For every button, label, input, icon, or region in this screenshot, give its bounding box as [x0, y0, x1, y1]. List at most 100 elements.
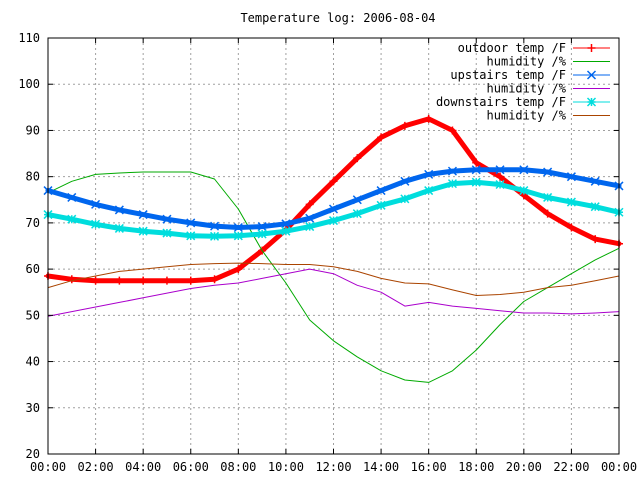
data-point — [519, 165, 529, 175]
data-point — [566, 172, 576, 182]
data-point — [543, 209, 552, 218]
data-point — [162, 214, 172, 224]
data-point — [495, 165, 505, 175]
data-point — [472, 158, 481, 167]
x-tick-label: 06:00 — [173, 460, 209, 474]
data-point — [186, 231, 196, 241]
series-line — [47, 262, 620, 296]
legend-label: downstairs temp /F — [436, 95, 566, 109]
series-1 — [47, 171, 620, 383]
data-point — [400, 194, 410, 204]
data-point — [91, 276, 100, 285]
y-tick-label: 100 — [18, 77, 40, 91]
data-point — [353, 154, 362, 163]
data-point — [139, 276, 148, 285]
y-tick-label: 110 — [18, 31, 40, 45]
y-tick-label: 90 — [26, 123, 40, 137]
data-point — [591, 235, 600, 244]
data-point — [329, 177, 338, 186]
series-line — [47, 171, 620, 383]
data-point — [543, 167, 553, 177]
data-point — [233, 231, 243, 241]
legend-label: outdoor temp /F — [458, 41, 566, 55]
data-point — [305, 222, 315, 232]
y-tick-label: 20 — [26, 447, 40, 461]
series-3 — [47, 268, 620, 317]
data-point — [328, 204, 339, 214]
x-tick-label: 08:00 — [220, 460, 256, 474]
data-point — [590, 176, 600, 186]
data-point — [305, 213, 315, 223]
data-point — [114, 205, 124, 215]
series-2 — [43, 165, 624, 233]
series-layer — [43, 114, 624, 383]
y-tick-label: 50 — [26, 308, 40, 322]
data-point — [376, 200, 386, 210]
data-point — [424, 169, 434, 179]
data-point — [91, 199, 101, 209]
data-point — [210, 231, 220, 241]
legend-marker — [586, 97, 597, 107]
x-tick-label: 02:00 — [78, 460, 114, 474]
data-point — [114, 223, 124, 233]
y-tick-label: 60 — [26, 262, 40, 276]
data-point — [281, 226, 291, 236]
data-point — [352, 195, 362, 205]
y-tick-label: 30 — [26, 401, 40, 415]
data-point — [281, 219, 291, 229]
data-point — [67, 192, 77, 202]
data-point — [400, 121, 409, 130]
data-point — [138, 210, 148, 220]
x-axis: 00:00 02:00 04:00 06:00 08:00 10:00 12:00 14:00… — [30, 38, 637, 474]
x-tick-label: 12:00 — [315, 460, 351, 474]
data-point — [162, 228, 172, 238]
data-point — [471, 165, 481, 175]
data-point — [257, 222, 267, 232]
data-point — [590, 202, 600, 212]
data-point — [234, 265, 243, 274]
legend-label: humidity /% — [487, 55, 567, 69]
x-tick-label: 00:00 — [601, 460, 637, 474]
x-tick-label: 20:00 — [506, 460, 542, 474]
legend-label: humidity /% — [487, 82, 567, 96]
data-point — [567, 223, 576, 232]
x-tick-label: 18:00 — [458, 460, 494, 474]
legend-label: upstairs temp /F — [450, 68, 566, 82]
data-point — [377, 133, 386, 142]
data-point — [471, 177, 481, 187]
legend-label: humidity /% — [487, 109, 567, 123]
data-point — [495, 179, 505, 190]
y-axis: 20 30 40 50 60 70 80 90 100 110 — [18, 31, 619, 461]
x-tick-label: 04:00 — [125, 460, 161, 474]
data-point — [67, 214, 77, 224]
data-point — [210, 275, 219, 284]
data-point — [210, 221, 220, 231]
series-4 — [43, 177, 624, 241]
data-point — [186, 276, 195, 285]
data-point — [424, 114, 433, 123]
data-point — [400, 176, 410, 186]
data-point — [424, 186, 434, 196]
chart-title: Temperature log: 2006-08-04 — [240, 11, 435, 25]
data-point — [447, 166, 457, 176]
data-point — [233, 222, 243, 233]
data-point — [376, 186, 386, 196]
data-point — [162, 276, 171, 285]
x-tick-label: 16:00 — [411, 460, 447, 474]
data-point — [257, 229, 267, 239]
data-point — [115, 276, 124, 285]
x-tick-label: 10:00 — [268, 460, 304, 474]
data-point — [67, 275, 76, 284]
x-tick-label: 14:00 — [363, 460, 399, 474]
data-point — [543, 192, 553, 202]
data-point — [519, 186, 529, 196]
data-point — [305, 200, 314, 209]
series-5 — [47, 262, 620, 296]
x-tick-label: 22:00 — [553, 460, 589, 474]
x-tick-label: 00:00 — [30, 460, 66, 474]
legend-marker — [586, 70, 597, 80]
data-point — [138, 226, 148, 236]
y-tick-label: 40 — [26, 355, 40, 369]
